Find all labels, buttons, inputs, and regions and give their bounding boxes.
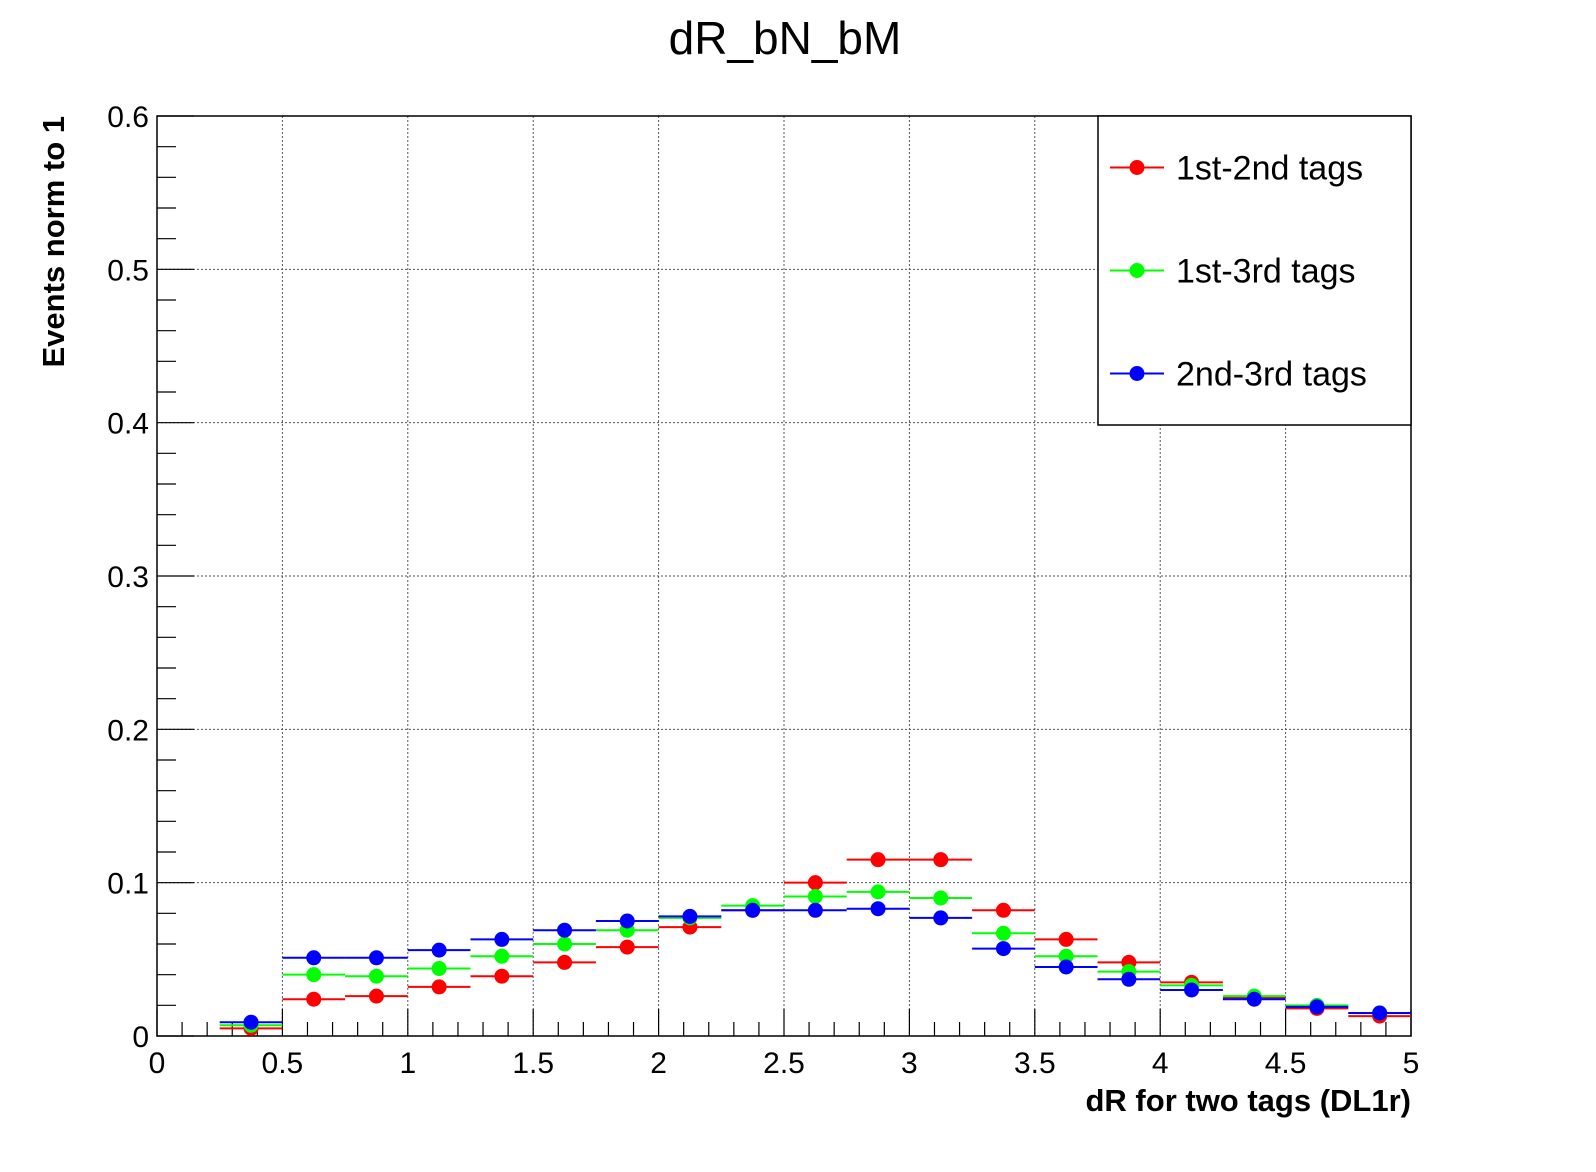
- chart-title: dR_bN_bM: [669, 12, 902, 64]
- data-point: [870, 852, 886, 868]
- data-point: [1121, 971, 1137, 987]
- data-point: [870, 901, 886, 917]
- data-point: [807, 888, 823, 904]
- legend-marker: [1129, 160, 1145, 175]
- data-point: [431, 942, 447, 958]
- x-tick-label: 5: [1403, 1047, 1420, 1080]
- data-point: [431, 979, 447, 995]
- data-point: [1058, 948, 1074, 964]
- data-point: [1058, 959, 1074, 975]
- data-point: [1372, 1005, 1388, 1021]
- y-tick-label: 0.3: [107, 561, 149, 594]
- plot-frame: [156, 115, 1412, 1037]
- legend-entry: 1st-2nd tags: [1110, 150, 1363, 188]
- y-tick-label: 0.6: [107, 101, 149, 134]
- legend-entry: 2nd-3rd tags: [1110, 356, 1367, 394]
- y-tick-label: 0.5: [107, 254, 149, 287]
- tick-labels: 0 0.5 1 1.5 2 2.5 3 3.5 4 4.5 5 0 0.1 0.2 0.3 0.4 0.5 0.6: [107, 101, 1419, 1080]
- series-3: [219, 901, 1411, 1030]
- data-point: [368, 988, 384, 1004]
- data-point: [933, 910, 949, 926]
- data-point: [1184, 982, 1200, 998]
- x-tick-label: 1: [399, 1047, 416, 1080]
- data-point: [306, 950, 322, 966]
- legend-label: 1st-3rd tags: [1176, 253, 1356, 291]
- data-point: [745, 902, 761, 918]
- data-point: [619, 939, 635, 955]
- data-point: [807, 902, 823, 918]
- data-point: [619, 913, 635, 929]
- data-point: [807, 875, 823, 891]
- data-point: [494, 968, 510, 984]
- data-point: [1309, 999, 1325, 1015]
- x-tick-label: 2.5: [763, 1047, 805, 1080]
- legend-label: 2nd-3rd tags: [1176, 356, 1367, 394]
- data-point: [557, 922, 573, 938]
- y-tick-label: 0: [132, 1021, 149, 1054]
- x-tick-label: 0: [149, 1047, 166, 1080]
- x-tick-label: 2: [650, 1047, 667, 1080]
- x-tick-label: 0.5: [262, 1047, 304, 1080]
- x-tick-label: 3: [901, 1047, 918, 1080]
- y-axis-title: Events norm to 1: [36, 116, 71, 368]
- legend-label: 1st-2nd tags: [1176, 150, 1363, 188]
- data-point: [306, 991, 322, 1007]
- data-point: [557, 936, 573, 952]
- data-point: [368, 968, 384, 984]
- y-tick-label: 0.4: [107, 408, 149, 441]
- data-series: [219, 852, 1411, 1036]
- legend: 1st-2nd tags 1st-3rd tags 2nd-3rd tags: [1097, 115, 1412, 426]
- data-point: [1246, 991, 1262, 1007]
- data-point: [995, 941, 1011, 957]
- y-tick-label: 0.1: [107, 868, 149, 901]
- x-tick-label: 4: [1152, 1047, 1169, 1080]
- data-point: [368, 950, 384, 966]
- x-tick-label: 3.5: [1014, 1047, 1056, 1080]
- data-point: [933, 890, 949, 906]
- data-point: [306, 967, 322, 983]
- x-tick-label: 1.5: [512, 1047, 554, 1080]
- data-point: [494, 931, 510, 947]
- data-point: [933, 852, 949, 868]
- legend-entry: 1st-3rd tags: [1110, 253, 1356, 291]
- data-point: [995, 902, 1011, 918]
- data-point: [1058, 931, 1074, 947]
- data-point: [557, 954, 573, 970]
- data-point: [995, 925, 1011, 941]
- data-point: [431, 961, 447, 977]
- x-tick-label: 4.5: [1265, 1047, 1307, 1080]
- x-axis-title: dR for two tags (DL1r): [1086, 1083, 1412, 1118]
- legend-marker: [1129, 263, 1145, 278]
- data-point: [870, 884, 886, 900]
- data-point: [494, 948, 510, 964]
- legend-marker: [1129, 366, 1145, 381]
- y-tick-label: 0.2: [107, 714, 149, 747]
- data-point: [243, 1014, 259, 1030]
- data-point: [682, 908, 698, 924]
